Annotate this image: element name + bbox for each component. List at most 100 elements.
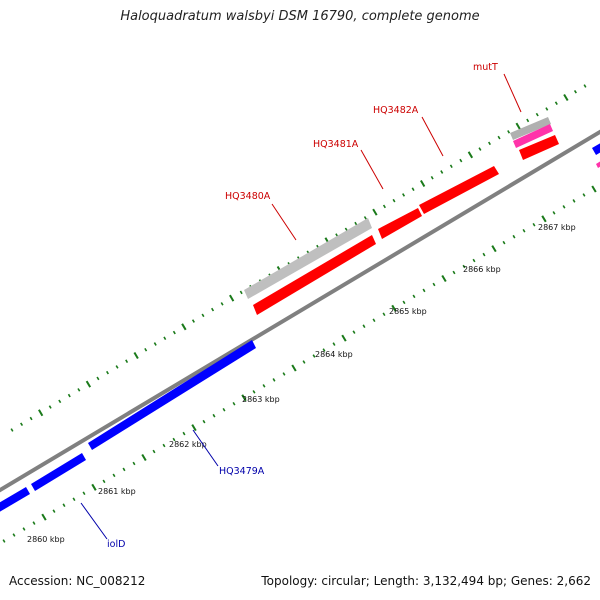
tick-mark-icon	[239, 290, 243, 295]
gene-arrow-icon[interactable]	[419, 166, 499, 214]
tick-mark-icon	[67, 393, 71, 398]
tick-mark-icon	[420, 179, 426, 188]
tick-mark-icon	[282, 372, 286, 376]
tick-mark-icon	[522, 228, 526, 233]
tick-mark-icon	[482, 252, 486, 257]
kbp-label: 2866 kbp	[463, 265, 501, 274]
tick-mark-icon	[115, 365, 119, 369]
tick-mark-icon	[341, 334, 347, 342]
tick-mark-icon	[545, 107, 549, 111]
tick-mark-icon	[382, 312, 386, 317]
gene-arrow-icon[interactable]	[519, 135, 559, 160]
map-title: Haloquadratum walsbyi DSM 16790, complet…	[120, 9, 480, 24]
tick-mark-icon	[440, 170, 444, 174]
tick-mark-icon	[332, 342, 336, 346]
tick-mark-icon	[72, 497, 76, 502]
gene-label-HQ3482A[interactable]: HQ3482A	[373, 105, 419, 116]
tick-mark-icon	[459, 158, 463, 163]
tick-mark-icon	[211, 307, 215, 312]
tick-mark-icon	[252, 390, 256, 394]
gene-arrow-icon[interactable]	[0, 487, 30, 514]
tick-mark-icon	[512, 234, 516, 239]
tick-mark-icon	[62, 503, 66, 507]
tick-mark-icon	[272, 378, 276, 382]
tick-mark-icon	[10, 428, 14, 432]
tick-mark-icon	[497, 135, 501, 140]
tick-mark-icon	[112, 473, 116, 478]
kbp-label: 2862 kbp	[169, 440, 207, 449]
tick-mark-icon	[449, 164, 453, 169]
tick-mark-icon	[354, 221, 358, 226]
tick-mark-icon	[202, 419, 206, 424]
gene-arrow-icon[interactable]	[88, 340, 256, 450]
tick-mark-icon	[582, 193, 586, 197]
tick-mark-icon	[106, 370, 109, 375]
gene-arrow-icon[interactable]	[253, 235, 376, 315]
tick-mark-icon	[532, 222, 536, 227]
kbp-label: 2861 kbp	[98, 487, 136, 496]
gene-arrow-icon[interactable]	[244, 218, 372, 299]
forward-gene-group	[253, 124, 559, 315]
tick-mark-icon	[502, 240, 506, 245]
leader-line	[271, 203, 297, 241]
tick-mark-icon	[125, 359, 129, 363]
tick-mark-icon	[535, 112, 539, 117]
tick-mark-icon	[132, 461, 136, 466]
tick-mark-icon	[411, 187, 415, 191]
tick-mark-icon	[515, 122, 521, 130]
gene-label-HQ3479A[interactable]: HQ3479A	[219, 466, 265, 477]
tick-mark-icon	[141, 453, 147, 462]
tick-mark-icon	[322, 348, 326, 352]
tick-mark-icon	[491, 245, 497, 253]
gene-arrow-icon[interactable]	[510, 117, 551, 140]
tick-mark-icon	[302, 360, 306, 364]
tick-mark-icon	[172, 437, 176, 442]
leader-line	[360, 149, 384, 190]
tick-mark-icon	[122, 467, 126, 472]
tick-mark-icon	[372, 208, 378, 216]
outer-tick-track	[10, 84, 587, 432]
tick-mark-icon	[541, 215, 547, 223]
gene-arrow-icon[interactable]	[596, 159, 600, 168]
tick-mark-icon	[573, 89, 577, 94]
tick-mark-icon	[22, 527, 26, 531]
gene-arrow-icon[interactable]	[592, 141, 600, 155]
tick-mark-icon	[12, 533, 16, 537]
gene-arrow-icon[interactable]	[513, 124, 553, 148]
tick-mark-icon	[362, 324, 366, 328]
tick-mark-icon	[241, 394, 247, 402]
tick-mark-icon	[262, 384, 266, 388]
tick-mark-icon	[391, 304, 397, 312]
tick-mark-icon	[562, 205, 566, 209]
gene-label-HQ3481A[interactable]: HQ3481A	[313, 139, 359, 150]
tick-mark-icon	[77, 388, 81, 392]
tick-mark-icon	[392, 198, 396, 203]
tick-mark-icon	[478, 147, 482, 151]
leader-line	[80, 502, 108, 540]
tick-mark-icon	[402, 193, 406, 197]
tick-mark-icon	[402, 300, 406, 305]
gene-arrow-icon[interactable]	[378, 208, 422, 239]
tick-mark-icon	[220, 302, 224, 306]
tick-mark-icon	[312, 354, 316, 358]
gene-label-mutT[interactable]: mutT	[473, 62, 498, 73]
tick-mark-icon	[48, 405, 52, 409]
tick-mark-icon	[153, 342, 157, 346]
gene-label-HQ3480A[interactable]: HQ3480A	[225, 191, 271, 202]
tick-mark-icon	[554, 101, 558, 106]
tick-mark-icon	[212, 413, 216, 418]
tick-mark-icon	[162, 443, 166, 448]
tick-mark-icon	[58, 399, 62, 404]
tick-mark-icon	[372, 318, 376, 323]
kbp-label: 2864 kbp	[315, 350, 353, 359]
gene-label-iolD[interactable]: iolD	[107, 539, 125, 550]
tick-mark-icon	[191, 319, 195, 323]
tick-mark-icon	[52, 509, 56, 513]
leader-line	[421, 116, 444, 157]
tick-mark-icon	[583, 84, 587, 88]
kbp-label: 2865 kbp	[389, 307, 427, 316]
inner-tick-track	[2, 185, 597, 543]
gene-arrow-icon[interactable]	[31, 453, 86, 491]
tick-mark-icon	[422, 288, 426, 293]
kbp-label: 2860 kbp	[27, 535, 65, 544]
